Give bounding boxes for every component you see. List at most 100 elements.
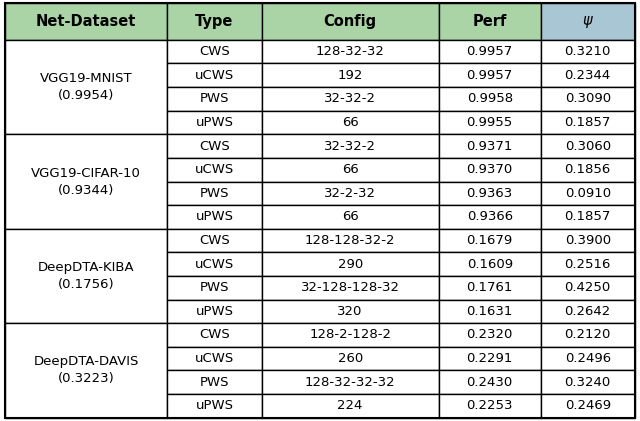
Text: uPWS: uPWS — [195, 210, 234, 224]
Bar — [439, 252, 541, 276]
Text: $\psi$: $\psi$ — [582, 13, 594, 29]
Text: 0.9371: 0.9371 — [467, 140, 513, 152]
Text: CWS: CWS — [199, 45, 230, 58]
Bar — [439, 300, 541, 323]
Text: uPWS: uPWS — [195, 116, 234, 129]
Text: 192: 192 — [337, 69, 363, 82]
Text: 0.2496: 0.2496 — [564, 352, 611, 365]
Text: 0.1631: 0.1631 — [467, 305, 513, 318]
Bar — [262, 323, 439, 347]
Text: 128-2-128-2: 128-2-128-2 — [309, 328, 391, 341]
Text: 128-32-32-32: 128-32-32-32 — [305, 376, 396, 389]
Text: 0.4250: 0.4250 — [564, 281, 611, 294]
Bar — [541, 323, 635, 347]
Text: uCWS: uCWS — [195, 163, 234, 176]
Text: 0.9955: 0.9955 — [467, 116, 513, 129]
Text: 0.3090: 0.3090 — [564, 92, 611, 105]
Bar — [262, 40, 439, 64]
Bar — [439, 40, 541, 64]
Text: 128-32-32: 128-32-32 — [316, 45, 385, 58]
Bar — [262, 370, 439, 394]
Bar — [439, 370, 541, 394]
Bar — [167, 134, 262, 158]
Text: CWS: CWS — [199, 234, 230, 247]
Text: 66: 66 — [342, 116, 358, 129]
Bar — [541, 229, 635, 252]
Bar — [167, 323, 262, 347]
Bar — [541, 276, 635, 300]
Text: 32-128-128-32: 32-128-128-32 — [301, 281, 399, 294]
Text: 290: 290 — [337, 258, 363, 271]
Bar — [167, 229, 262, 252]
Text: 0.1761: 0.1761 — [467, 281, 513, 294]
Bar — [541, 252, 635, 276]
Bar — [541, 3, 635, 40]
Bar — [541, 40, 635, 64]
Bar — [541, 134, 635, 158]
Bar — [262, 276, 439, 300]
Bar — [262, 252, 439, 276]
Bar — [439, 134, 541, 158]
Bar — [439, 347, 541, 370]
Text: 66: 66 — [342, 210, 358, 224]
Bar — [439, 229, 541, 252]
Text: 320: 320 — [337, 305, 363, 318]
Text: 0.1609: 0.1609 — [467, 258, 513, 271]
Text: 0.2253: 0.2253 — [467, 400, 513, 412]
Bar — [541, 87, 635, 111]
Text: 0.2642: 0.2642 — [564, 305, 611, 318]
Text: uCWS: uCWS — [195, 69, 234, 82]
Text: 66: 66 — [342, 163, 358, 176]
Bar — [541, 205, 635, 229]
Text: 0.2344: 0.2344 — [564, 69, 611, 82]
Text: 0.1856: 0.1856 — [564, 163, 611, 176]
Text: uCWS: uCWS — [195, 352, 234, 365]
Text: VGG19-CIFAR-10
(0.9344): VGG19-CIFAR-10 (0.9344) — [31, 166, 141, 197]
Text: 128-128-32-2: 128-128-32-2 — [305, 234, 396, 247]
Bar — [262, 300, 439, 323]
Bar — [439, 158, 541, 181]
Bar — [541, 300, 635, 323]
Text: 0.3240: 0.3240 — [564, 376, 611, 389]
Text: 0.2469: 0.2469 — [564, 400, 611, 412]
Text: PWS: PWS — [200, 281, 229, 294]
Bar — [167, 158, 262, 181]
Bar — [262, 64, 439, 87]
Bar — [439, 205, 541, 229]
Bar — [167, 181, 262, 205]
Text: 0.1857: 0.1857 — [564, 210, 611, 224]
Text: Config: Config — [324, 14, 377, 29]
Bar — [439, 394, 541, 418]
Bar — [262, 158, 439, 181]
Text: DeepDTA-DAVIS
(0.3223): DeepDTA-DAVIS (0.3223) — [33, 355, 139, 385]
Bar — [262, 394, 439, 418]
Text: 32-2-32: 32-2-32 — [324, 187, 376, 200]
Bar — [262, 111, 439, 134]
Bar — [5, 40, 167, 134]
Text: uCWS: uCWS — [195, 258, 234, 271]
Text: 0.3210: 0.3210 — [564, 45, 611, 58]
Bar — [541, 347, 635, 370]
Text: 0.9366: 0.9366 — [467, 210, 513, 224]
Bar — [167, 205, 262, 229]
Text: VGG19-MNIST
(0.9954): VGG19-MNIST (0.9954) — [40, 72, 132, 102]
Text: 0.2516: 0.2516 — [564, 258, 611, 271]
Text: Type: Type — [195, 14, 234, 29]
Text: 0.2291: 0.2291 — [467, 352, 513, 365]
Bar — [439, 276, 541, 300]
Bar — [167, 300, 262, 323]
Text: 0.2120: 0.2120 — [564, 328, 611, 341]
Bar — [262, 134, 439, 158]
Text: CWS: CWS — [199, 140, 230, 152]
Text: Net-Dataset: Net-Dataset — [36, 14, 136, 29]
Text: 0.9957: 0.9957 — [467, 69, 513, 82]
Bar — [167, 252, 262, 276]
Bar — [5, 3, 167, 40]
Text: uPWS: uPWS — [195, 305, 234, 318]
Bar — [262, 181, 439, 205]
Bar — [5, 323, 167, 418]
Text: 224: 224 — [337, 400, 363, 412]
Bar — [5, 134, 167, 229]
Text: PWS: PWS — [200, 187, 229, 200]
Text: DeepDTA-KIBA
(0.1756): DeepDTA-KIBA (0.1756) — [38, 261, 134, 291]
